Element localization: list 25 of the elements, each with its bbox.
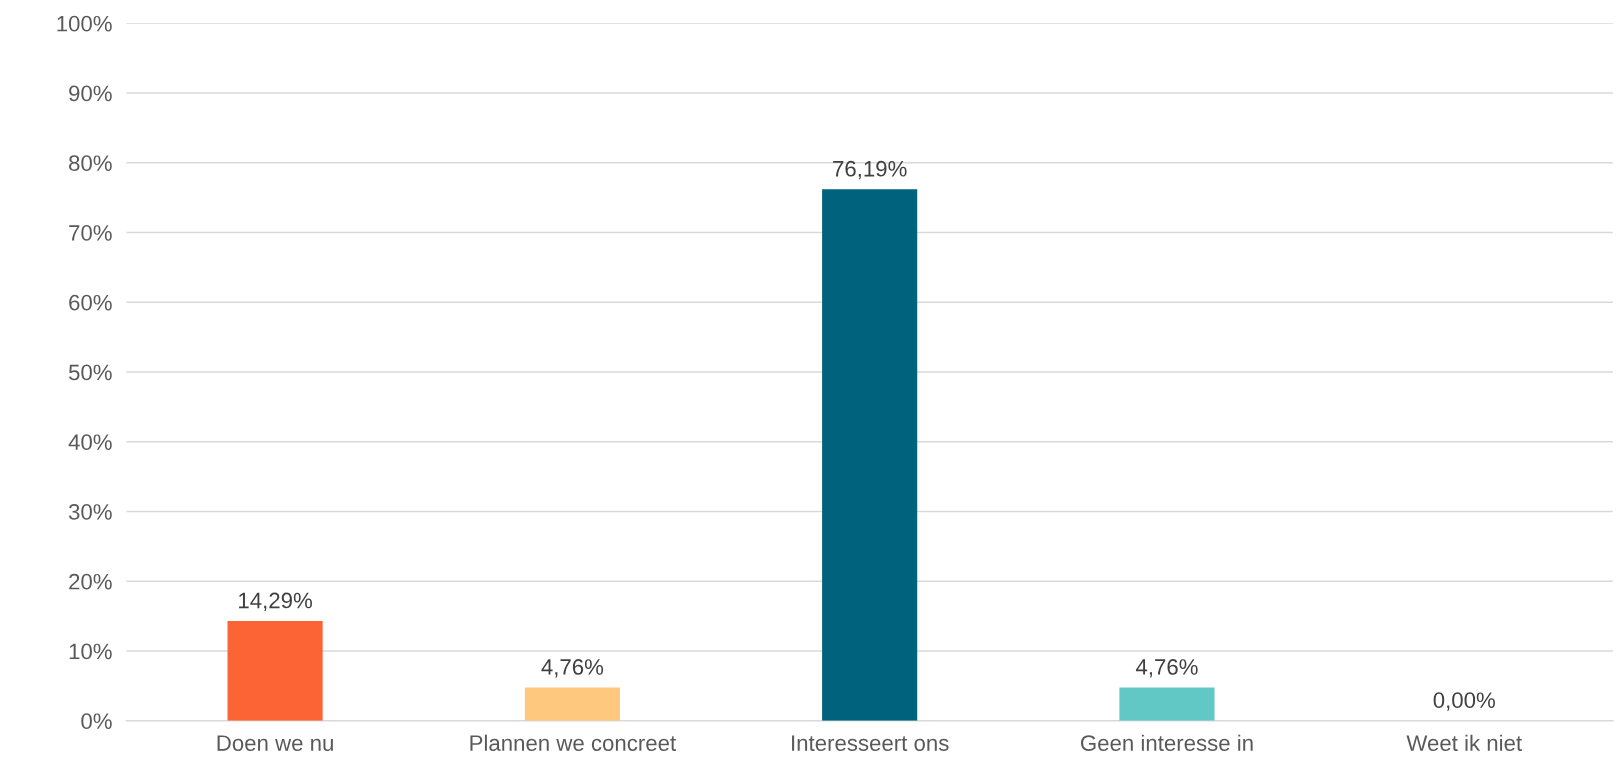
bar — [227, 621, 323, 721]
x-tick-label: Plannen we concreet — [470, 734, 676, 751]
y-tick-label: 10% — [69, 643, 112, 660]
bar — [822, 189, 918, 721]
bar — [524, 687, 620, 721]
x-tick-label: Weet ik niet — [1406, 734, 1522, 751]
data-label: 4,76% — [1135, 659, 1198, 678]
bar — [1119, 687, 1215, 721]
x-tick-label: Interesseert ons — [792, 735, 949, 751]
y-tick-label: 80% — [69, 155, 112, 172]
data-label: 4,76% — [541, 659, 604, 678]
y-tick-label: 30% — [68, 504, 112, 520]
data-label: 0,00% — [1433, 692, 1495, 711]
y-tick-label: 100% — [57, 15, 112, 32]
data-label: 76,19% — [833, 160, 907, 180]
data-label: 14,29% — [239, 592, 312, 611]
x-tick-label: Geen interesse in — [1080, 734, 1253, 751]
x-tick-label: Doen we nu — [217, 735, 333, 751]
y-tick-label: 50% — [68, 364, 112, 381]
y-tick-label: 90% — [69, 85, 112, 102]
y-tick-label: 70% — [69, 225, 112, 241]
y-tick-label: 40% — [68, 434, 112, 451]
y-tick-label: 20% — [69, 573, 112, 590]
y-tick-label: 0% — [81, 713, 112, 730]
y-tick-label: 60% — [69, 294, 112, 311]
